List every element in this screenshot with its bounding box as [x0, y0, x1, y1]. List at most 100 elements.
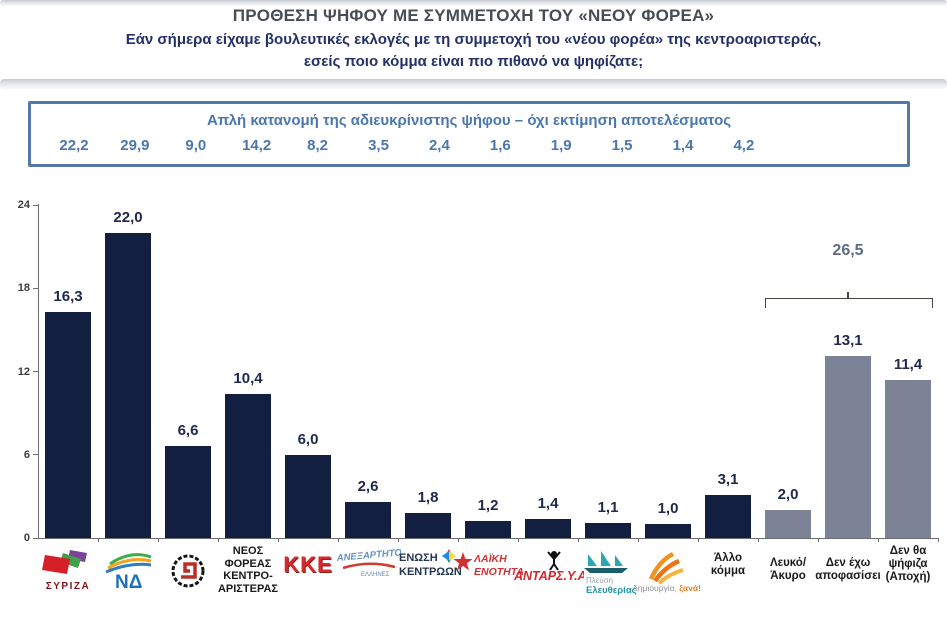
nd-logo-icon: ΝΔ	[102, 545, 154, 596]
undistributed-value: 29,9	[120, 137, 150, 154]
undistributed-value: 1,9	[550, 137, 572, 154]
x-axis-line	[38, 538, 939, 539]
category-label-2: ΝΔ	[90, 545, 166, 596]
bar-15	[885, 380, 931, 538]
category-label-15: Δεν θα ψήφιζα (Αποχή)	[870, 545, 946, 584]
x-axis-tick	[698, 538, 699, 542]
undistributed-value: 2,4	[428, 137, 450, 154]
svg-text:ΕΝΩΣΗ: ΕΝΩΣΗ	[399, 552, 438, 564]
undistributed-value: 22,2	[59, 137, 89, 154]
syriza-logo-icon	[40, 545, 96, 582]
category-label-line: αποφασίσει	[815, 570, 881, 582]
bar-value-label: 1,4	[537, 495, 559, 512]
category-label-line: ΦΟΡΕΑΣ	[224, 557, 272, 570]
category-label-5: ΚΚΕ	[270, 545, 346, 577]
undistributed-value: 3,5	[368, 137, 389, 154]
x-axis-tick	[518, 538, 519, 542]
category-label-line: ψήφιζα	[888, 558, 928, 570]
svg-text:Ελευθερίας: Ελευθερίας	[586, 585, 637, 595]
x-axis-tick	[638, 538, 639, 542]
bar-value-label: 1,0	[657, 500, 679, 517]
x-axis-tick	[338, 538, 339, 542]
category-label-6: ΑΝΕΞΑΡΤΗΤΟΙ ΕΛΛΗΝΕΣ	[330, 545, 406, 584]
category-label-line: Άκυρο	[770, 570, 806, 582]
header-divider	[0, 79, 947, 89]
plefsi-logo-icon: Πλεύση Ελευθερίας	[578, 545, 638, 600]
bar-chart: 0 6 12 18 24 16,3 ΣΥΡΙΖΑ 22,0 ΝΔ 6,6 10,4 ΝΕΟΣ ΦΟ…	[0, 190, 947, 624]
bar-6	[345, 502, 391, 538]
category-label-14: Δεν έχω αποφασίσει	[810, 545, 886, 583]
undecided-group-total-label: 26,5	[832, 242, 864, 259]
bar-2	[105, 233, 151, 538]
bar-value-label: 2,0	[777, 486, 799, 503]
svg-text:ΚΕΝΤΡΩΩΝ: ΚΕΝΤΡΩΩΝ	[399, 566, 461, 578]
svg-text:ΝΔ: ΝΔ	[115, 572, 142, 591]
x-axis-tick	[218, 538, 219, 542]
x-axis-tick	[938, 538, 939, 542]
category-label-11: δημιουργία, ξανά!	[630, 545, 706, 598]
x-axis-tick	[398, 538, 399, 542]
category-label-line: (Αποχή)	[885, 571, 931, 583]
category-label-line: Δεν έχω	[825, 557, 871, 569]
category-label-line: ΚΕΝΤΡΟ-	[223, 570, 273, 582]
svg-text:ΑΝΤΑΡΣ.Υ.Α.: ΑΝΤΑΡΣ.Υ.Α.	[513, 569, 584, 583]
x-axis-tick	[578, 538, 579, 542]
category-label-3	[150, 545, 226, 598]
category-label-9: ΑΝΤΑΡΣ.Υ.Α.	[510, 545, 590, 588]
ek-logo-icon: ΕΝΩΣΗ ΚΕΝΤΡΩΩΝ	[395, 545, 462, 584]
x-axis-tick	[878, 538, 879, 542]
y-axis-tick-label: 12	[17, 365, 30, 378]
y-axis-tick	[33, 537, 38, 539]
bar-value-label: 13,1	[833, 332, 863, 349]
bar-4	[225, 394, 271, 538]
bar-value-label: 1,2	[477, 497, 499, 514]
undistributed-value: 4,2	[733, 137, 755, 154]
bar-5	[285, 455, 331, 538]
x-axis-tick	[98, 538, 99, 542]
xa-logo-icon	[167, 545, 209, 598]
undistributed-value: 14,2	[242, 137, 272, 154]
category-label-10: Πλεύση Ελευθερίας	[570, 545, 646, 600]
category-label-4: ΝΕΟΣ ΦΟΡΕΑΣ ΚΕΝΤΡΟ- ΑΡΙΣΤΕΡΑΣ	[210, 545, 286, 595]
category-label-line: ΑΡΙΣΤΕΡΑΣ	[217, 582, 279, 595]
y-axis-tick-label: 18	[17, 282, 30, 295]
y-axis-tick-label: 24	[17, 199, 30, 211]
undistributed-value: 1,4	[672, 137, 694, 154]
undistributed-vote-box-title: Απλή κατανομή της αδιευκρίνιστης ψήφου –…	[206, 112, 732, 129]
y-axis-tick	[33, 371, 38, 372]
svg-text:ΛΑΪΚΗ: ΛΑΪΚΗ	[473, 552, 507, 565]
category-label-8: ΛΑΪΚΗ ΕΝΟΤΗΤΑ	[450, 545, 526, 584]
undecided-group-bracket-tick	[847, 292, 849, 298]
category-label-line: Δεν θα	[889, 545, 927, 557]
kke-logo-icon: ΚΚΕ	[283, 552, 333, 577]
dx-logo-icon: δημιουργία, ξανά!	[631, 545, 705, 598]
bar-value-label: 1,1	[597, 499, 619, 516]
bar-value-label: 16,3	[53, 288, 83, 305]
subtitle-line-1: Εάν σήμερα είχαμε βουλευτικές εκλογές με…	[125, 31, 822, 48]
bar-value-label: 2,6	[357, 478, 379, 495]
bar-3	[165, 446, 211, 538]
bar-value-label: 11,4	[893, 356, 923, 373]
svg-text:Πλεύση: Πλεύση	[586, 576, 613, 585]
bar-7	[405, 513, 451, 538]
x-axis-tick	[818, 538, 819, 542]
bar-value-label: 10,4	[233, 370, 263, 387]
category-label-line: Άλλο	[714, 552, 742, 564]
undistributed-vote-box: Απλή κατανομή της αδιευκρίνιστης ψήφου –…	[28, 101, 910, 167]
le-logo-icon: ΛΑΪΚΗ ΕΝΟΤΗΤΑ	[453, 545, 524, 584]
undecided-group-bracket	[765, 298, 933, 308]
category-label-12: Άλλο κόμμα	[690, 545, 766, 578]
x-axis-tick	[758, 538, 759, 542]
x-axis-tick	[458, 538, 459, 542]
antarsya-logo-icon: ΑΝΤΑΡΣ.Υ.Α.	[512, 545, 590, 588]
bar-value-label: 1,8	[417, 489, 439, 506]
y-axis-tick	[33, 454, 38, 456]
category-label-line: κόμμα	[710, 565, 746, 577]
bar-14	[825, 356, 871, 538]
category-label-1: ΣΥΡΙΖΑ	[30, 545, 106, 592]
svg-text:ΕΛΛΗΝΕΣ: ΕΛΛΗΝΕΣ	[361, 572, 390, 578]
undistributed-value: 9,0	[185, 137, 207, 154]
bar-13	[765, 510, 811, 538]
bar-9	[525, 519, 571, 538]
